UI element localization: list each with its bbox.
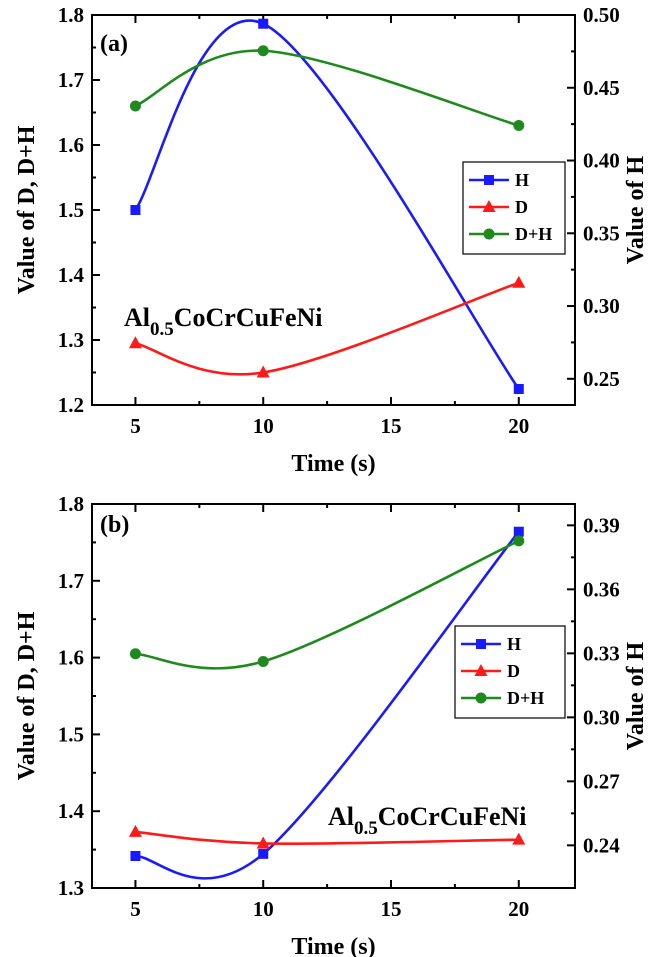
chart-panel-a: 5 10 15 20 1.2 1.3 1.4 1.5 1.6 1.7 1.8 0.25 0.30 0.35… [14,3,649,477]
x-tick-label: 20 [508,897,529,921]
data-point-h [258,848,269,859]
y2-tick-label: 0.45 [583,76,620,100]
data-point-d [512,275,526,288]
y-tick-label: 1.4 [58,263,85,287]
legend-marker-h [484,175,494,185]
data-point-d [128,336,142,349]
legend-marker-d [482,200,496,212]
data-point-dh [513,535,525,547]
composition-rest: CoCrCuFeNi [378,802,527,831]
y2-tick-label: 0.33 [583,641,620,665]
y-tick-label: 1.7 [58,68,84,92]
data-point-dh [129,648,141,660]
data-point-h [513,526,524,537]
legend-marker-h [476,639,486,649]
y-tick-label: 1.5 [58,722,84,746]
y-axis-label: Value of D, D+H [14,125,40,294]
legend-label: H [515,170,529,190]
legend-label: H [507,634,521,654]
legend-label: D [507,661,520,681]
y-tick-label: 1.2 [58,393,84,417]
series-line-dh [134,49,520,127]
series-line-d [135,281,520,376]
y2-axis-label: Value of H [623,155,649,264]
series-line-d [135,830,519,845]
data-point-h [513,383,524,394]
x-tick-label: 5 [130,414,141,438]
data-point-dh [257,45,269,57]
y2-tick-label: 0.25 [583,367,620,391]
data-point-d [128,824,142,837]
y-axis-label: Value of D, D+H [14,611,40,780]
y-tick-label: 1.6 [58,646,84,670]
data-point-d [256,365,270,378]
data-point-h [258,18,269,29]
x-tick-label: 10 [253,414,274,438]
y2-tick-label: 0.24 [583,833,620,857]
composition-label: Al0.5CoCrCuFeNi [328,802,527,839]
series-line-h [134,19,520,390]
series-line-h [135,530,520,880]
panel-label: (a) [100,31,128,57]
y2-tick-label: 0.36 [583,577,620,601]
legend-label: D [515,197,528,217]
data-point-d [512,832,526,845]
y2-tick-label: 0.27 [583,769,620,793]
y-tick-label: 1.3 [58,876,84,900]
y2-tick-label: 0.30 [583,294,620,318]
legend-label: D+H [507,688,544,708]
x-tick-label: 10 [253,897,274,921]
x-tick-label: 15 [381,897,402,921]
data-point-d [256,836,270,849]
y-tick-label: 1.5 [58,198,84,222]
data-point-dh [513,120,525,131]
y-tick-label: 1.7 [58,569,84,593]
y-tick-label: 1.4 [58,799,85,823]
y-tick-label: 1.8 [58,492,84,516]
legend: HD D+H [454,625,566,719]
x-tick-label: 15 [381,414,402,438]
x-tick-label: 20 [508,414,529,438]
y-tick-label: 1.3 [58,328,84,352]
legend: HD D+H [462,161,566,255]
chart-panel-b: 5 10 15 20 1.3 1.4 1.5 1.6 1.7 1.8 0.24 0.27 0.30 0.3… [14,492,649,957]
composition-label: Al0.5CoCrCuFeNi [124,303,323,340]
data-point-h [130,851,141,861]
composition-al: Al [124,303,150,332]
legend-label: D+H [515,224,552,244]
y-tick-label: 1.6 [58,133,84,157]
panel-label: (b) [100,512,129,538]
y2-tick-label: 0.40 [583,149,620,173]
legend-marker-d [474,664,488,676]
y-tick-label: 1.8 [58,3,84,27]
data-point-dh [129,100,141,112]
y2-axis-label: Value of H [623,641,649,750]
x-axis-label: Time (s) [291,934,375,957]
x-axis-label: Time (s) [291,451,375,477]
composition-rest: CoCrCuFeNi [174,303,323,332]
x-tick-label: 5 [130,897,141,921]
series-line-dh [135,539,520,670]
legend-marker-dh [475,692,487,704]
composition-subscript: 0.5 [150,319,174,340]
data-point-dh [257,655,269,667]
composition-subscript: 0.5 [354,818,378,839]
composition-al: Al [328,802,354,831]
y2-tick-label: 0.30 [583,705,620,729]
y2-tick-label: 0.39 [583,513,620,537]
y2-tick-label: 0.35 [583,221,620,245]
legend-marker-dh [483,228,495,240]
data-point-h [130,205,141,215]
y2-tick-label: 0.50 [583,3,620,27]
